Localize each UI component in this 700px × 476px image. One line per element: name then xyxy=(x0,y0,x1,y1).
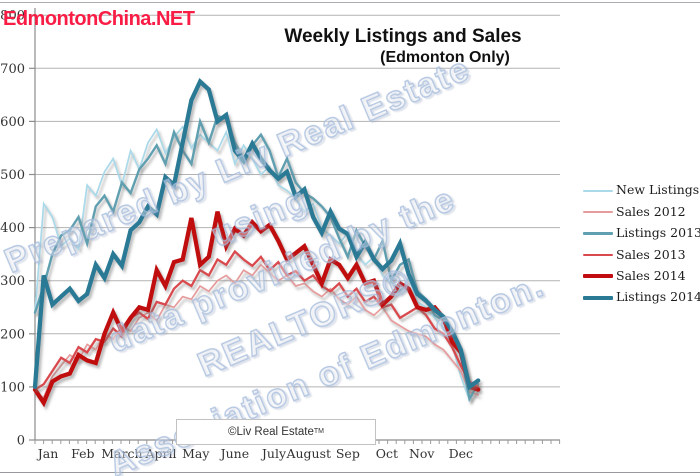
month-label: August xyxy=(285,446,331,461)
month-label: Sep xyxy=(336,446,360,461)
legend-item-new-listings-2012: New Listings 2012 xyxy=(583,180,700,201)
month-label: March xyxy=(101,446,142,461)
month-label: Feb xyxy=(71,446,94,461)
series-lines xyxy=(32,78,481,408)
y-tick-label: 0 xyxy=(17,434,25,449)
month-label: Dec xyxy=(449,446,473,461)
chart-legend: New Listings 2012 Sales 2012 Listings 2013… xyxy=(583,180,700,308)
series-line-sales-2014 xyxy=(32,211,481,408)
series-line-sales-2013 xyxy=(33,249,480,391)
legend-label: Listings 2013 xyxy=(616,225,700,241)
y-tick-label: 800 xyxy=(0,9,25,24)
month-label: June xyxy=(219,446,250,461)
legend-swatch xyxy=(583,189,613,192)
y-tick-label: 200 xyxy=(0,327,25,342)
y-tick-label: 300 xyxy=(0,274,25,289)
month-label: Nov xyxy=(409,446,435,461)
image-top-border xyxy=(0,2,700,3)
month-label: Jan xyxy=(36,446,59,461)
chart-title: Weekly Listings and Sales xyxy=(284,26,522,47)
copyright-label: ©Liv Real Estate xyxy=(228,426,314,438)
legend-swatch xyxy=(583,295,613,300)
legend-label: Sales 2014 xyxy=(616,268,686,283)
y-tick-label: 600 xyxy=(0,115,25,130)
legend-swatch xyxy=(583,274,613,279)
month-label: May xyxy=(182,446,210,461)
legend-label: New Listings 2012 xyxy=(616,182,700,198)
month-label: July xyxy=(260,446,287,461)
y-tick-label: 100 xyxy=(0,380,25,395)
site-logo: EdmontonChina.NET xyxy=(3,8,195,30)
legend-label: Sales 2012 xyxy=(616,203,686,219)
legend-swatch xyxy=(583,232,613,235)
series-line-listings-2014 xyxy=(32,78,481,391)
axis-labels: 0 100 200 300 400 500 600 700 800 Jan Feb March Apri… xyxy=(0,9,473,461)
y-tick-label: 700 xyxy=(0,62,25,77)
y-tick-label: 400 xyxy=(0,221,25,236)
legend-swatch xyxy=(583,253,613,256)
legend-item-sales-2012: Sales 2012 xyxy=(583,201,700,222)
image-bottom-border xyxy=(0,472,700,473)
month-label: Oct xyxy=(376,446,398,461)
legend-label: Sales 2013 xyxy=(616,246,686,262)
y-tick-label: 500 xyxy=(0,168,25,183)
legend-label: Listings 2014 xyxy=(616,289,700,305)
copyright-box: ©Liv Real Estate TM xyxy=(176,419,376,445)
legend-item-listings-2013: Listings 2013 xyxy=(583,223,700,244)
month-label: April xyxy=(145,446,177,461)
legend-item-sales-2014: Sales 2014 xyxy=(583,266,700,287)
legend-item-sales-2013: Sales 2013 xyxy=(583,244,700,265)
legend-item-listings-2014: Listings 2014 xyxy=(583,287,700,308)
legend-swatch xyxy=(583,211,613,214)
chart-subtitle: (Edmonton Only) xyxy=(380,49,510,66)
